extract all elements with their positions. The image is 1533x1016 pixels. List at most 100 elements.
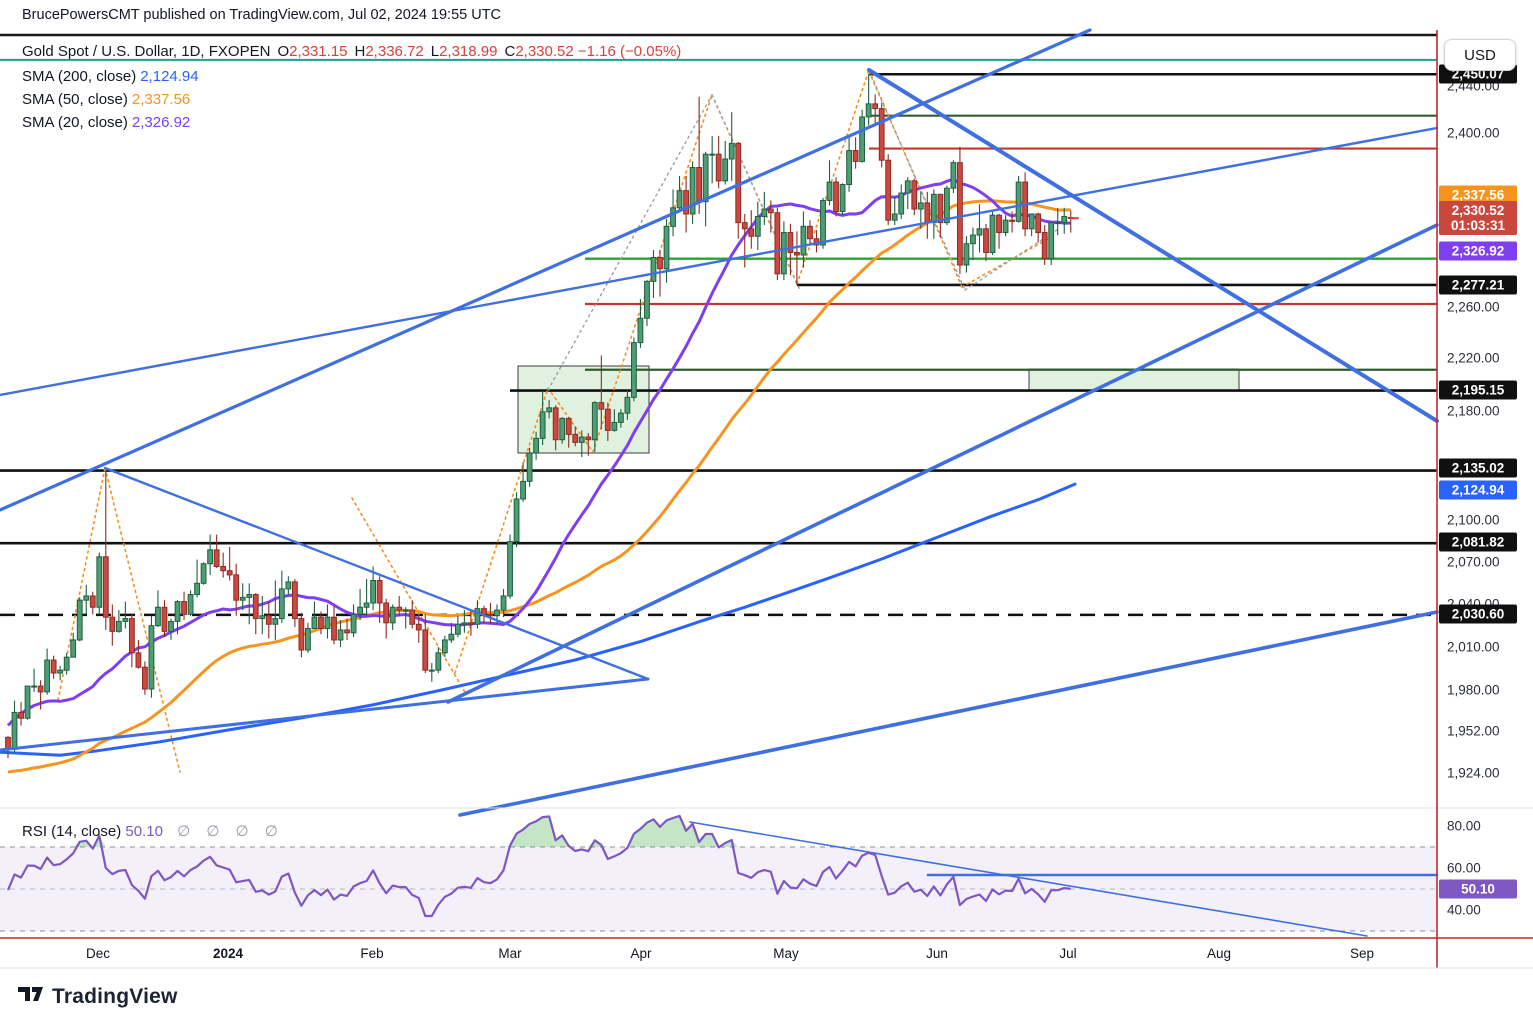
pattern-zigzag-orange — [796, 69, 870, 285]
candle-body — [989, 214, 996, 253]
usd-button[interactable]: USD — [1444, 39, 1516, 71]
candle-body — [839, 184, 846, 213]
candle-body — [350, 613, 357, 634]
ohlc-value: 2,336.72 — [365, 43, 424, 60]
price-label-box: 2,081.82 — [1439, 532, 1517, 552]
month-label: Aug — [1206, 946, 1232, 961]
indicator-row[interactable]: SMA (200, close) 2,124.94 — [22, 69, 681, 84]
month-label: Apr — [630, 946, 652, 961]
candle-body — [31, 685, 37, 688]
sma200-line[interactable] — [0, 482, 1077, 757]
candle-body — [200, 563, 207, 584]
rsi-trendline[interactable] — [689, 821, 1368, 937]
candle-body — [454, 623, 461, 635]
candle-body — [331, 616, 337, 641]
candle-body — [657, 256, 663, 270]
price-label-box: 2,135.02 — [1439, 458, 1517, 478]
candle-body — [794, 251, 800, 256]
price-label-box: 2,195.15 — [1439, 380, 1517, 400]
candle-body — [272, 618, 279, 625]
candle-body — [494, 609, 500, 617]
rsi-band — [0, 847, 1437, 931]
trendline[interactable] — [0, 28, 1092, 512]
candle-body — [376, 579, 383, 604]
candle-body — [370, 579, 377, 604]
trendline[interactable] — [446, 223, 1439, 704]
candle-body — [285, 581, 292, 590]
candle-body — [611, 421, 618, 431]
rsi-label[interactable]: RSI (14, close) — [22, 823, 122, 840]
price-label-box: 2,326.92 — [1439, 241, 1517, 261]
price-tick-label: 2,070.00 — [1447, 554, 1500, 570]
candle-body — [767, 208, 774, 214]
candle-body — [220, 566, 227, 572]
candle-body — [181, 601, 187, 615]
trendline[interactable] — [0, 677, 650, 752]
candle-body — [1061, 215, 1068, 224]
rsi-line[interactable] — [6, 814, 1071, 918]
trendline[interactable] — [103, 466, 650, 681]
indicator-row[interactable]: SMA (50, close) 2,337.56 — [22, 92, 681, 107]
candle-body — [1028, 213, 1035, 230]
candle-body — [676, 190, 683, 209]
candle-body — [983, 228, 989, 253]
candle-body — [246, 594, 253, 598]
price-tick-label: 60.00 — [1447, 860, 1481, 876]
indicator-row[interactable]: SMA (20, close) 2,326.92 — [22, 115, 681, 130]
candle-body — [265, 615, 272, 625]
candle-body — [585, 436, 592, 441]
candle-body — [187, 594, 194, 615]
price-tick-label: 2,260.00 — [1447, 299, 1500, 315]
sma50-line[interactable] — [7, 199, 1071, 774]
trendline[interactable] — [0, 126, 1439, 397]
footer: TradingView — [16, 983, 178, 1010]
candle-body — [11, 711, 18, 750]
candle-body — [207, 549, 214, 565]
candle-body — [715, 153, 722, 182]
trendline[interactable] — [458, 610, 1439, 817]
candle-body — [898, 192, 905, 215]
candle-body — [357, 606, 363, 615]
candle-body — [780, 232, 787, 275]
candle-body — [728, 142, 735, 160]
candle-body — [18, 711, 24, 719]
symbol-title[interactable]: Gold Spot / U.S. Dollar, 1D, FXOPEN — [22, 43, 271, 60]
candle-body — [461, 622, 468, 625]
pattern-zigzag-gray — [711, 94, 801, 291]
price-tick-label: 1,924.00 — [1447, 765, 1500, 781]
candle-body — [324, 616, 331, 630]
sma20-line[interactable] — [6, 177, 1071, 727]
price-axis[interactable]: 2,440.00 2,400.00 2,260.00 2,220.00 2,180.00… — [1438, 0, 1533, 968]
candle-body — [422, 629, 429, 671]
candle-body — [865, 103, 872, 118]
ohlc-value: 2,318.99 — [439, 43, 498, 60]
price-label-box: 2,337.56 — [1439, 185, 1517, 205]
candle-body — [885, 159, 892, 221]
candle-body — [943, 187, 950, 224]
rsi-value: 50.10 — [125, 823, 163, 840]
candle-body — [278, 588, 285, 620]
indicator-rows: SMA (200, close) 2,124.94 SMA (50, close) 2… — [22, 69, 681, 130]
tradingview-wordmark[interactable]: TradingView — [52, 984, 178, 1008]
candle-body — [559, 417, 566, 441]
candle-body — [1009, 219, 1015, 222]
candle-body — [891, 213, 898, 221]
trendline[interactable] — [867, 68, 1439, 423]
candle-body — [631, 342, 637, 398]
candles-layer[interactable] — [5, 74, 1074, 759]
candle-body — [878, 108, 885, 161]
tradingview-logo-icon[interactable] — [16, 983, 44, 1010]
indicator-label: SMA (20, close) — [22, 114, 128, 131]
candle-body — [859, 116, 866, 162]
candle-body — [846, 150, 852, 186]
pattern-zigzag-orange — [104, 467, 181, 773]
ohlc-key: L — [430, 43, 440, 60]
candle-body — [689, 166, 696, 215]
candle-body — [363, 602, 370, 608]
price-tick-label: 2,400.00 — [1447, 125, 1500, 141]
candle-body — [800, 225, 807, 256]
time-axis[interactable]: Dec 2024 Feb Mar Apr May Jun Jul Aug Sep — [0, 941, 1437, 968]
candle-body — [748, 228, 755, 237]
candle-body — [83, 595, 90, 601]
